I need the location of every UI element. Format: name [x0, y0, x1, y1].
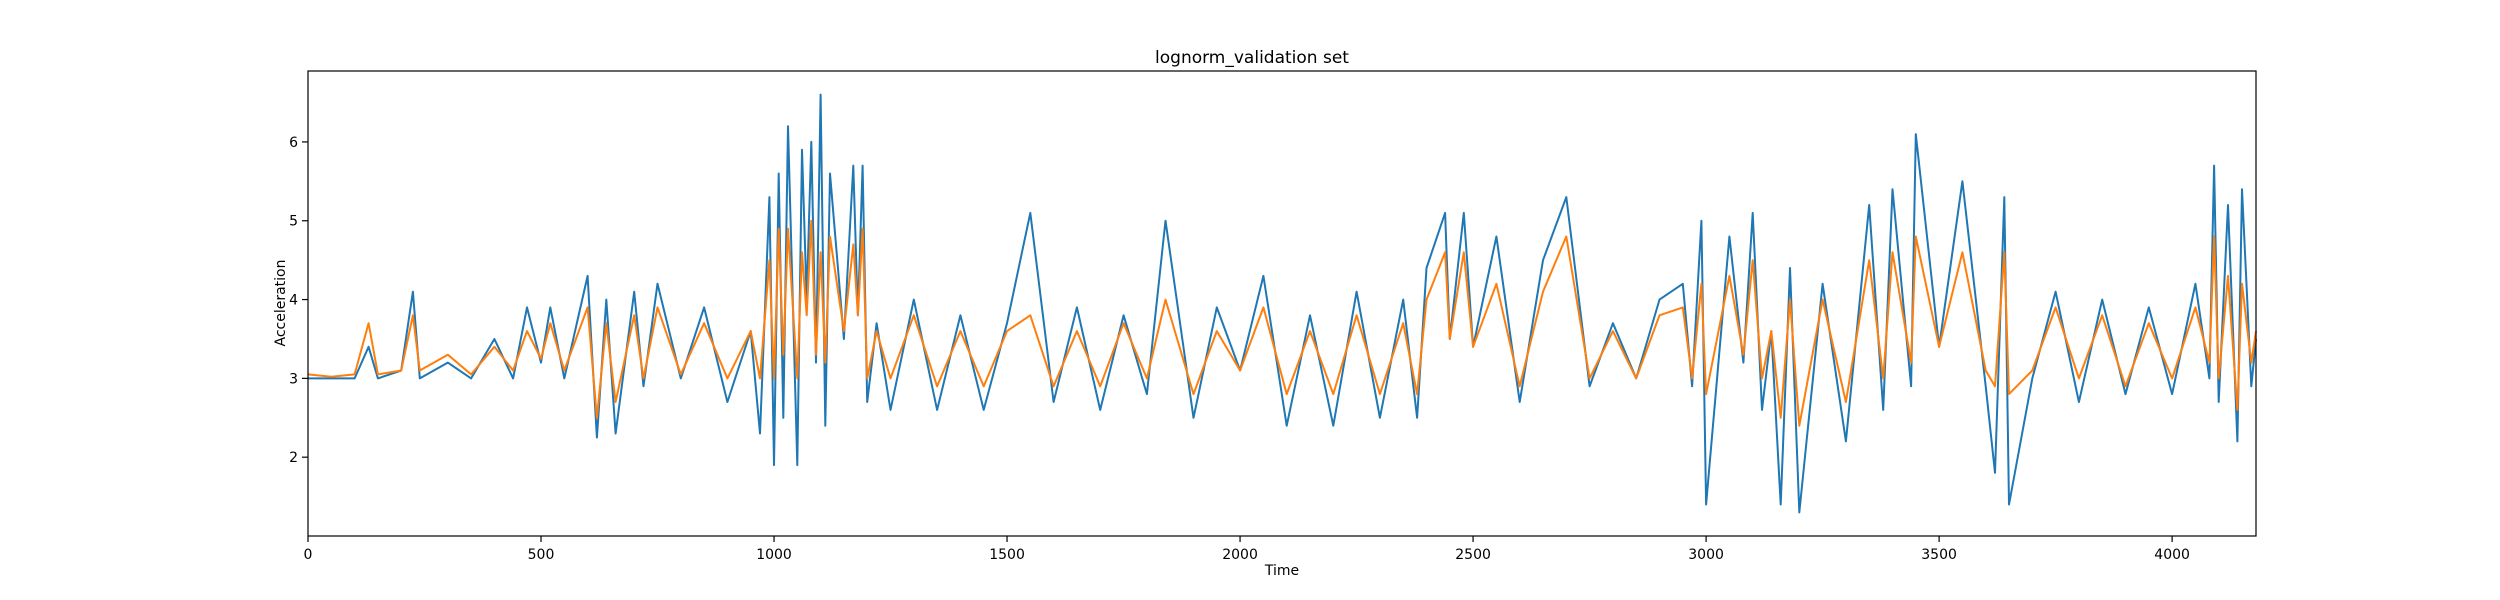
x-tick-label: 4000	[2154, 547, 2190, 563]
x-tick-label: 2000	[1222, 547, 1258, 563]
plot-area	[307, 70, 2257, 537]
x-tick-label: 3000	[1688, 547, 1724, 563]
series-layer	[307, 93, 2257, 514]
chart-title: lognorm_validation set	[1155, 48, 1349, 68]
plot-frame	[307, 70, 2257, 537]
y-axis: 2 3 4 5 6	[289, 135, 308, 466]
x-tick-label: 1500	[989, 547, 1025, 563]
y-tick-label: 3	[289, 371, 298, 387]
y-tick-label: 4	[289, 293, 298, 309]
y-tick-label: 5	[289, 214, 298, 230]
x-tick-label: 500	[528, 547, 555, 563]
x-tick-label: 1000	[756, 547, 792, 563]
x-tick-label: 0	[304, 547, 313, 563]
y-tick-label: 2	[289, 450, 298, 466]
x-axis: 0 500 1000 1500 2000 2500 3000 3500 4000	[304, 536, 2190, 563]
x-axis-label: Time	[1264, 563, 1299, 579]
y-tick-label: 6	[289, 135, 298, 151]
y-axis-label: Acceleration	[273, 260, 289, 347]
series-line-2	[307, 219, 2257, 427]
x-tick-label: 2500	[1455, 547, 1491, 563]
x-tick-label: 3500	[1921, 547, 1957, 563]
